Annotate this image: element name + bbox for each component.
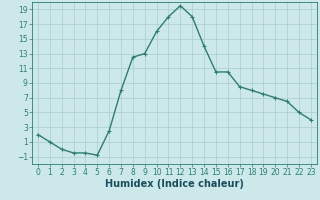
X-axis label: Humidex (Indice chaleur): Humidex (Indice chaleur) bbox=[105, 179, 244, 189]
